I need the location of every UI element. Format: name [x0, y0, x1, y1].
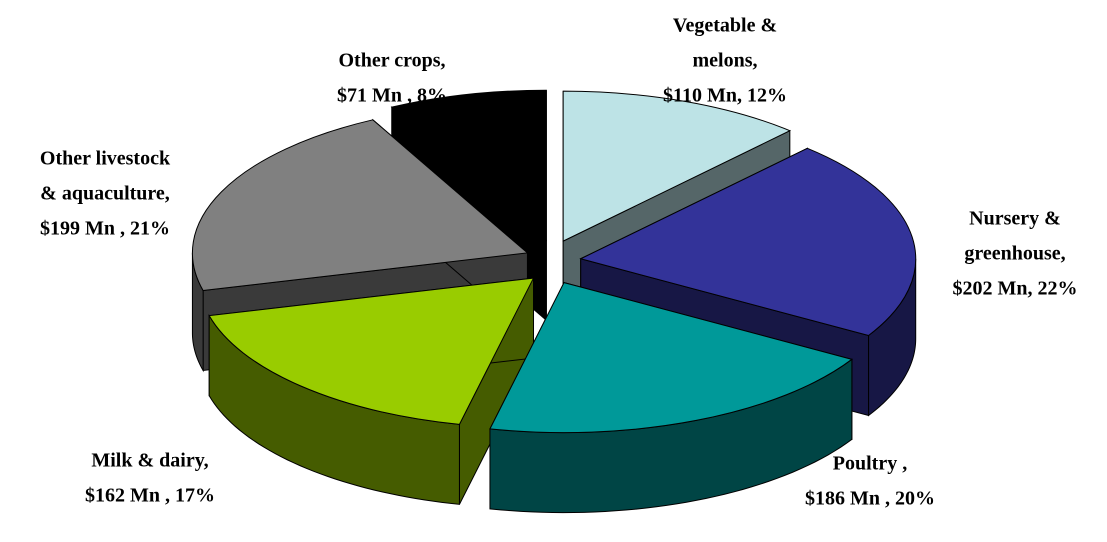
slice-top	[191, 119, 529, 292]
slice-label: & aquaculture,	[40, 183, 170, 205]
slice-top	[208, 277, 535, 425]
slice-label: Poultry ,	[833, 453, 907, 475]
slice-top	[489, 281, 853, 434]
slice-label: Milk & dairy,	[91, 450, 208, 472]
slice-label: $202 Mn, 22%	[953, 278, 1078, 300]
slice-label: Vegetable &	[673, 15, 777, 37]
slice-label: melons,	[693, 50, 758, 72]
slice-top	[390, 89, 547, 242]
slice-label: $162 Mn , 17%	[85, 485, 215, 507]
slice-label: $186 Mn , 20%	[805, 488, 935, 510]
slice-label: Other livestock	[40, 148, 171, 170]
slice-label: $71 Mn , 8%	[337, 85, 447, 107]
slice	[208, 277, 535, 505]
slice-label: Other crops,	[338, 50, 445, 72]
slice-top	[579, 147, 917, 337]
slice-label: $199 Mn , 21%	[40, 218, 170, 240]
slice-top	[562, 90, 792, 242]
slice-label: $110 Mn, 12%	[663, 85, 787, 107]
slice	[489, 281, 853, 514]
slice-label: greenhouse,	[964, 243, 1065, 265]
slice-label: Nursery &	[969, 208, 1061, 230]
